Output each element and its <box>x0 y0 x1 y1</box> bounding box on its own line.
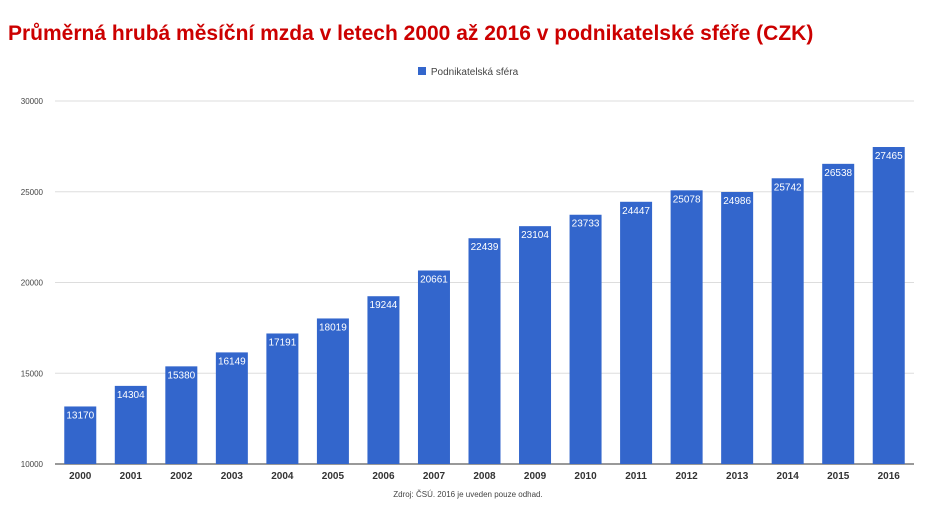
data-label: 17191 <box>268 337 296 348</box>
y-tick-label: 30000 <box>21 97 44 106</box>
data-label: 25078 <box>673 194 701 205</box>
y-tick-label: 10000 <box>21 460 44 469</box>
chart-title: Průměrná hrubá měsíční mzda v letech 200… <box>8 22 814 45</box>
data-label: 23733 <box>572 219 600 230</box>
y-tick-label: 20000 <box>21 279 44 288</box>
data-label: 26538 <box>824 168 852 179</box>
bar <box>114 385 147 464</box>
data-label: 20661 <box>420 275 448 286</box>
x-tick-label: 2008 <box>473 471 496 482</box>
x-tick-label: 2013 <box>726 471 749 482</box>
data-label: 24447 <box>622 206 650 217</box>
bar <box>771 178 804 464</box>
data-label: 15380 <box>167 370 195 381</box>
bar <box>316 318 349 464</box>
bar <box>620 201 653 464</box>
bar <box>266 333 299 464</box>
x-tick-label: 2001 <box>120 471 143 482</box>
x-tick-label: 2006 <box>372 471 395 482</box>
bar <box>872 147 905 464</box>
data-label: 27465 <box>875 151 903 162</box>
legend-swatch <box>417 67 426 75</box>
source-note: Zdroj: ČSÚ. 2016 je uveden pouze odhad. <box>393 490 543 499</box>
x-tick-label: 2005 <box>322 471 345 482</box>
y-tick-label: 25000 <box>21 188 44 197</box>
x-tick-label: 2015 <box>827 471 850 482</box>
bar <box>670 190 703 465</box>
x-tick-label: 2010 <box>574 471 597 482</box>
x-tick-label: 2016 <box>878 471 901 482</box>
data-label: 18019 <box>319 322 347 333</box>
data-label: 23104 <box>521 230 549 241</box>
data-label: 14304 <box>117 390 145 401</box>
data-label: 19244 <box>370 300 398 311</box>
y-tick-label: 15000 <box>21 369 44 378</box>
bar <box>215 352 248 464</box>
bar <box>64 406 97 464</box>
x-tick-label: 2004 <box>271 471 294 482</box>
data-label: 22439 <box>471 242 499 253</box>
bar <box>417 270 450 464</box>
data-label: 16149 <box>218 356 246 367</box>
legend-label: Podnikatelská sféra <box>430 67 519 78</box>
x-tick-label: 2009 <box>524 471 547 482</box>
bar <box>721 192 754 465</box>
x-tick-label: 2000 <box>69 471 92 482</box>
x-tick-label: 2011 <box>625 471 647 482</box>
bar <box>165 366 198 464</box>
x-tick-label: 2007 <box>423 471 446 482</box>
x-tick-label: 2012 <box>675 471 698 482</box>
data-label: 25742 <box>774 182 802 193</box>
data-label: 13170 <box>66 410 94 421</box>
bar <box>822 163 855 464</box>
bar <box>367 296 400 464</box>
x-tick-label: 2003 <box>221 471 244 482</box>
bar <box>468 238 501 464</box>
data-label: 24986 <box>723 196 751 207</box>
x-tick-label: 2014 <box>777 471 800 482</box>
bar <box>569 214 602 464</box>
bar <box>519 226 552 464</box>
x-tick-label: 2002 <box>170 471 193 482</box>
chart-legend: Podnikatelská sféra <box>0 67 936 78</box>
